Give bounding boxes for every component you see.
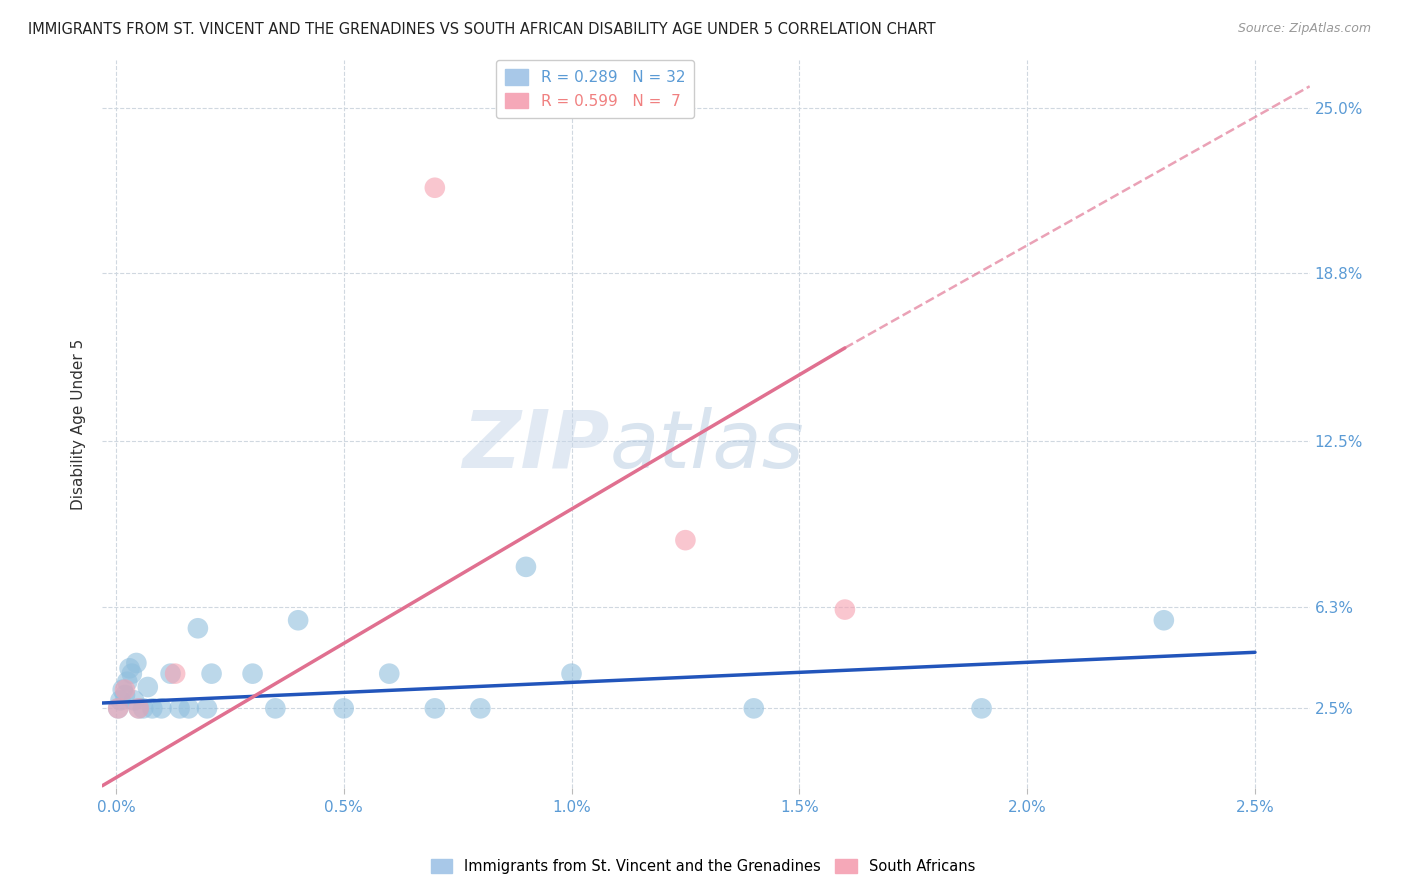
Point	[111, 682, 134, 697]
Point	[423, 180, 446, 194]
Point	[128, 701, 150, 715]
Point	[121, 666, 143, 681]
Point	[122, 693, 145, 707]
Point	[177, 701, 200, 715]
Point	[159, 666, 181, 681]
Point	[110, 693, 132, 707]
Point	[423, 701, 446, 715]
Text: Source: ZipAtlas.com: Source: ZipAtlas.com	[1237, 22, 1371, 36]
Point	[742, 701, 765, 715]
Y-axis label: Disability Age Under 5: Disability Age Under 5	[72, 338, 86, 509]
Point	[117, 674, 139, 689]
Point	[169, 701, 191, 715]
Point	[1153, 613, 1175, 627]
Point	[560, 666, 582, 681]
Point	[107, 701, 129, 715]
Text: ZIP: ZIP	[463, 407, 609, 485]
Point	[187, 621, 209, 635]
Point	[195, 701, 218, 715]
Text: atlas: atlas	[609, 407, 804, 485]
Point	[970, 701, 993, 715]
Point	[834, 602, 856, 616]
Point	[287, 613, 309, 627]
Point	[128, 701, 150, 715]
Point	[132, 701, 155, 715]
Legend: R = 0.289   N = 32, R = 0.599   N =  7: R = 0.289 N = 32, R = 0.599 N = 7	[496, 60, 695, 118]
Point	[332, 701, 354, 715]
Point	[470, 701, 492, 715]
Point	[264, 701, 287, 715]
Point	[118, 661, 141, 675]
Point	[515, 559, 537, 574]
Point	[125, 656, 148, 670]
Point	[673, 533, 696, 548]
Point	[150, 701, 173, 715]
Point	[242, 666, 264, 681]
Point	[378, 666, 401, 681]
Text: IMMIGRANTS FROM ST. VINCENT AND THE GRENADINES VS SOUTH AFRICAN DISABILITY AGE U: IMMIGRANTS FROM ST. VINCENT AND THE GREN…	[28, 22, 936, 37]
Point	[136, 680, 159, 694]
Point	[141, 701, 163, 715]
Legend: Immigrants from St. Vincent and the Grenadines, South Africans: Immigrants from St. Vincent and the Gren…	[425, 854, 981, 880]
Point	[114, 682, 136, 697]
Point	[200, 666, 222, 681]
Point	[114, 688, 136, 702]
Point	[165, 666, 187, 681]
Point	[107, 701, 129, 715]
